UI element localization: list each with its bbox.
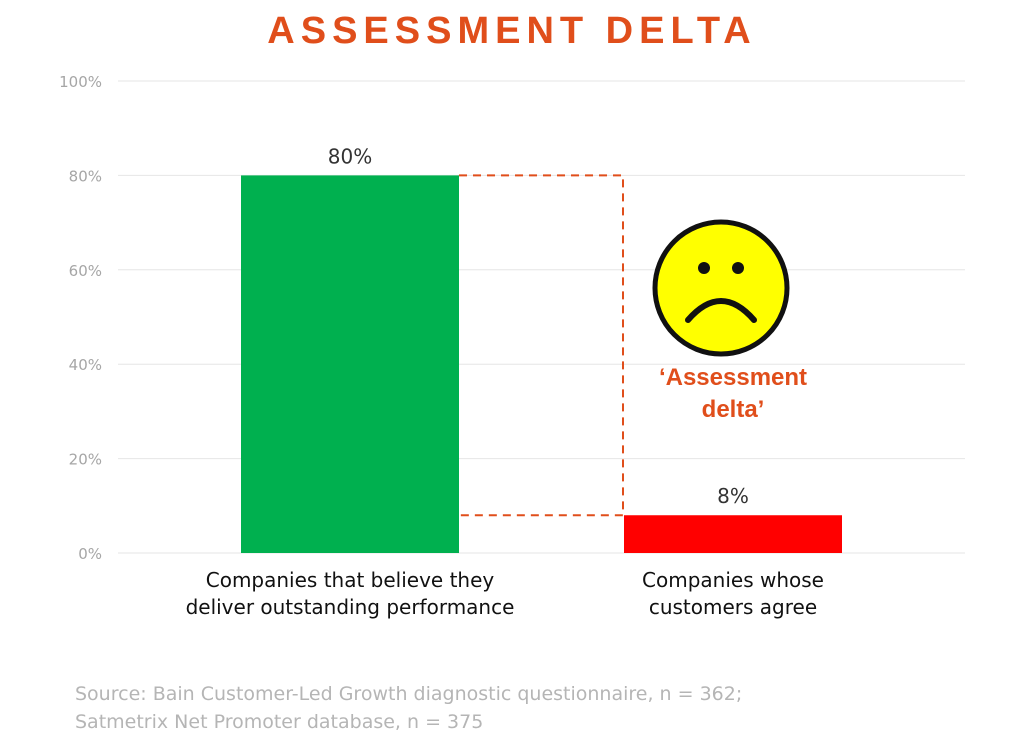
- face-eye: [732, 262, 744, 274]
- y-tick-label: 100%: [59, 73, 102, 91]
- chart-title: ASSESSMENT DELTA: [267, 10, 757, 52]
- y-tick-label: 0%: [78, 545, 102, 563]
- category-label: Companies that believe they: [206, 568, 495, 592]
- face-circle: [652, 219, 790, 357]
- category-label: deliver outstanding performance: [186, 595, 515, 619]
- category-label: customers agree: [649, 595, 817, 619]
- annotation-line: ‘Assessment: [659, 364, 807, 391]
- delta-dashed-line: [459, 174, 624, 517]
- assessment-delta-annotation: ‘Assessment delta’: [659, 364, 807, 423]
- bars: 80% 8%: [241, 144, 842, 553]
- sad-face-icon: [652, 219, 790, 357]
- x-axis: Companies that believe they deliver outst…: [186, 568, 824, 619]
- bar-2: [624, 515, 842, 553]
- y-tick-label: 60%: [69, 262, 102, 280]
- source-line-1: Source: Bain Customer-Led Growth diagnos…: [75, 683, 743, 705]
- delta-bracket: [459, 174, 624, 517]
- source-line-2: Satmetrix Net Promoter database, n = 375: [75, 711, 484, 733]
- face-mouth: [685, 298, 757, 323]
- y-tick-label: 80%: [69, 167, 102, 185]
- source-note: Source: Bain Customer-Led Growth diagnos…: [75, 680, 975, 736]
- data-label: 8%: [717, 484, 749, 508]
- data-label: 80%: [328, 144, 372, 168]
- annotation-line: delta’: [702, 396, 765, 423]
- y-tick-label: 40%: [69, 356, 102, 374]
- face-eye: [698, 262, 710, 274]
- bar-1: [241, 175, 459, 553]
- y-tick-label: 20%: [69, 451, 102, 469]
- category-label: Companies whose: [642, 568, 824, 592]
- y-axis: 0% 20% 40% 60% 80% 100%: [59, 73, 102, 563]
